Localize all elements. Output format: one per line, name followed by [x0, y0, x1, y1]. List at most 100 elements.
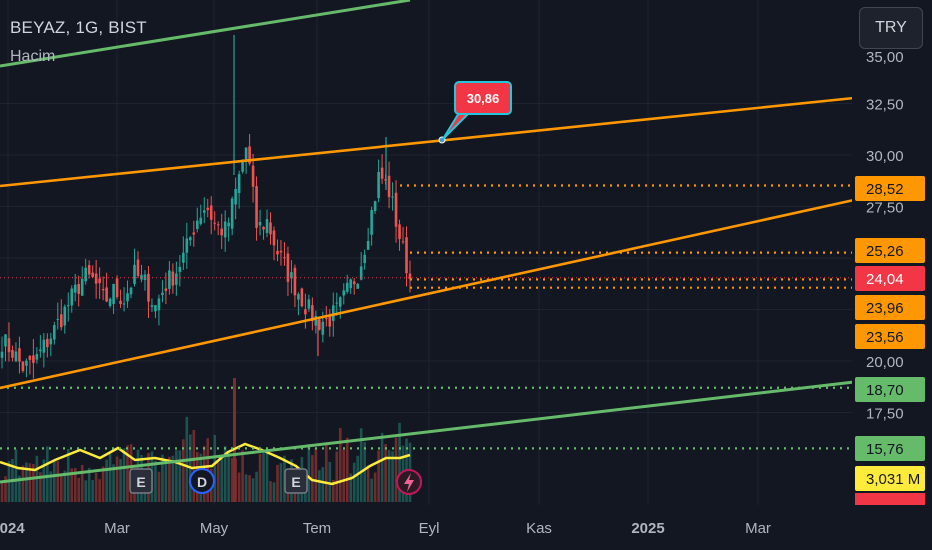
candle-body	[293, 267, 297, 296]
candle-body	[342, 290, 346, 296]
candle-body	[77, 284, 81, 294]
volume-bar	[321, 467, 325, 502]
candle-body	[122, 303, 126, 305]
time-tick-label: Kas	[526, 520, 552, 537]
upper-green-trendline	[0, 0, 411, 68]
volume-bar	[98, 479, 101, 502]
candle-body	[178, 266, 182, 272]
candle-body	[335, 302, 339, 304]
price-label-bg	[855, 238, 925, 263]
volume-bar	[233, 378, 236, 502]
candle-body	[199, 217, 203, 224]
candle-body	[56, 318, 60, 320]
candle-body	[25, 360, 28, 366]
price-axis: 32,50 30,00 27,50 20,00 17,50 35,00 28,52 25,26…	[852, 0, 932, 505]
candle-body	[248, 146, 251, 164]
candle-body	[108, 298, 112, 307]
candle-body	[265, 219, 269, 233]
volume-bars	[0, 378, 412, 502]
chart-grid	[0, 0, 852, 505]
volume-bar	[237, 472, 241, 502]
price-label-text: 23,96	[866, 300, 904, 317]
volume-bar	[251, 478, 255, 502]
candle-body	[359, 266, 363, 280]
price-label: 18,70	[855, 377, 925, 402]
candle-body	[272, 230, 276, 246]
volume-bar	[119, 459, 122, 502]
volume-bar	[366, 465, 370, 502]
volume-bar	[384, 444, 387, 502]
candle-body	[405, 237, 408, 274]
volume-bar	[84, 480, 87, 502]
volume-bar	[345, 437, 349, 502]
candle-body	[311, 305, 314, 322]
volume-bar	[241, 450, 244, 502]
candle-body	[14, 351, 18, 362]
candle-body	[94, 273, 98, 284]
candle-body	[7, 338, 11, 353]
volume-ma-path	[0, 442, 411, 486]
event-marker-label: E	[291, 474, 300, 490]
time-tick-label: 2024	[0, 520, 25, 537]
price-tick-label: 17,50	[866, 406, 904, 423]
candle-body	[185, 238, 189, 253]
volume-bar	[349, 473, 353, 502]
volume-bar	[307, 444, 311, 502]
candle-body	[98, 278, 101, 284]
volume-bar	[216, 462, 220, 502]
time-tick-label: Mar	[104, 520, 130, 537]
volume-indicator-label[interactable]: Hacim	[10, 48, 56, 65]
candle-body	[39, 349, 42, 352]
flash-icon-glyph	[404, 473, 414, 492]
volume-bar	[161, 454, 164, 502]
volume-bar	[192, 430, 196, 502]
volume-bar	[269, 481, 272, 502]
currency-button[interactable]: TRY	[859, 7, 923, 49]
candle-body	[230, 198, 234, 229]
candle-body	[223, 221, 227, 238]
volume-bar	[32, 464, 35, 502]
clipped-volume-label	[855, 493, 925, 505]
volume-bar	[363, 442, 366, 502]
volume-bar	[398, 422, 401, 502]
candle-body	[328, 315, 332, 327]
volume-bar	[331, 479, 335, 502]
callout-value: 30,86	[467, 91, 500, 106]
volume-ma-line	[0, 442, 411, 486]
candle-body	[59, 314, 63, 328]
candle-body	[182, 252, 185, 263]
candle-body	[279, 250, 283, 253]
candle-body	[370, 210, 373, 235]
dividend-marker	[189, 468, 215, 494]
volume-bar	[157, 471, 161, 502]
candle-body	[307, 299, 311, 309]
volume-bar	[164, 459, 168, 502]
price-label-text: 3,031 M	[866, 471, 920, 488]
price-label-text: 25,26	[866, 243, 904, 260]
candle-body	[154, 305, 157, 312]
candle-body	[244, 147, 248, 161]
candle-body	[213, 222, 217, 224]
volume-bar	[49, 471, 53, 502]
time-tick-label: 2025	[631, 520, 664, 537]
candle-body	[21, 361, 25, 371]
volume-bar	[262, 450, 265, 502]
candle-body	[258, 221, 262, 226]
earnings-marker	[284, 468, 308, 494]
volume-bar	[53, 461, 56, 502]
channel-lower-line	[0, 198, 855, 390]
volume-bar	[91, 480, 94, 502]
price-label-text: 23,56	[866, 329, 904, 346]
volume-bar	[338, 427, 342, 502]
candle-body	[46, 339, 49, 348]
volume-bar	[394, 437, 398, 502]
candle-body	[140, 274, 143, 280]
price-label: 3,031 M	[855, 466, 925, 491]
candle-body	[216, 224, 220, 226]
volume-bar	[46, 446, 49, 502]
volume-bar	[14, 449, 18, 502]
candle-body	[91, 272, 94, 277]
candle-body	[394, 192, 398, 227]
candle-body	[192, 232, 196, 235]
